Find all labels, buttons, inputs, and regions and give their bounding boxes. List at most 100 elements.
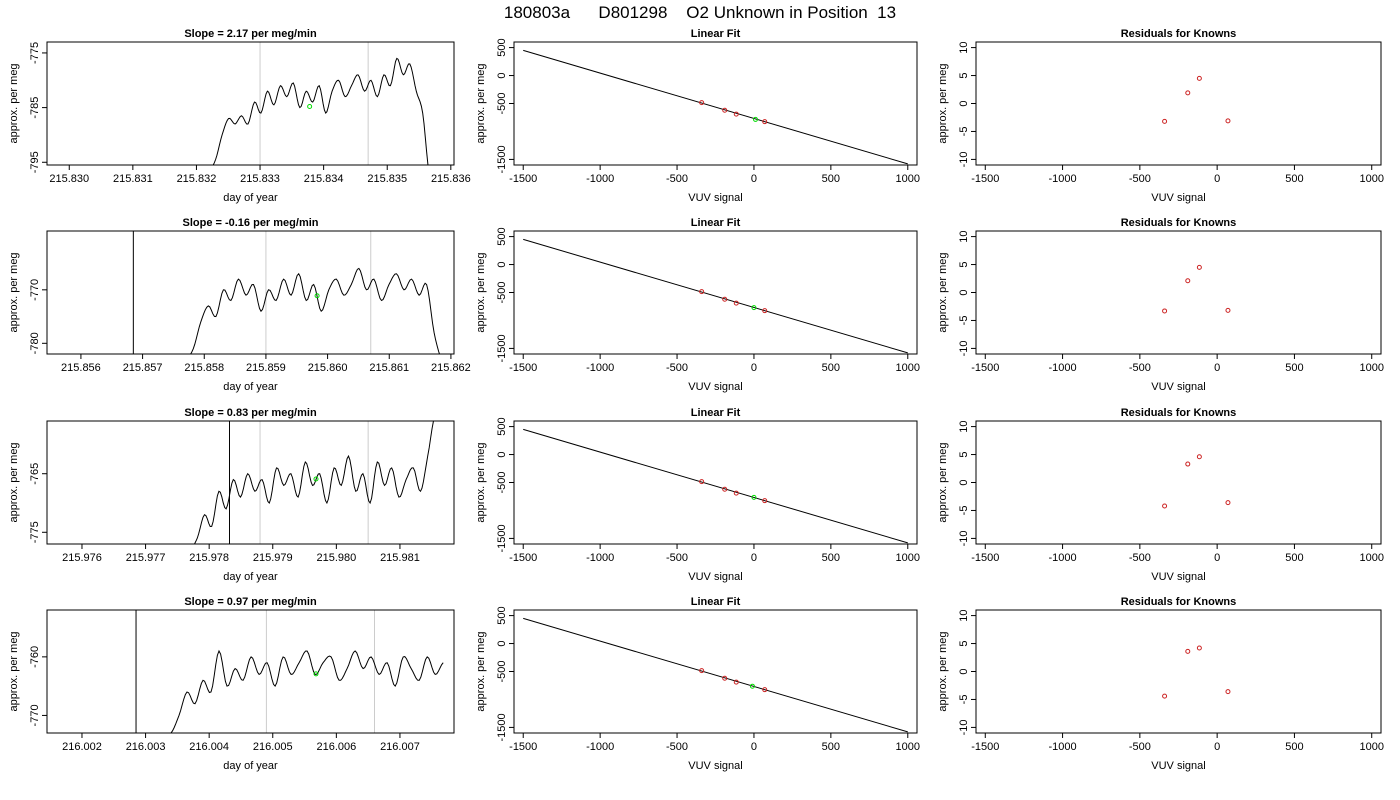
x-tick-label: 215.857 [123, 362, 163, 374]
y-tick-label: -10 [958, 151, 970, 167]
plot-frame [975, 41, 1382, 166]
x-tick-label: -500 [666, 741, 688, 753]
known-point [733, 111, 739, 117]
plot-frame [975, 420, 1382, 545]
series-line [190, 267, 441, 354]
x-tick-label: -500 [1129, 362, 1151, 374]
y-axis-label: approx. per meg [937, 631, 949, 711]
x-tick-label: 215.862 [431, 362, 471, 374]
x-tick-label: 0 [751, 741, 757, 753]
series-line [193, 421, 434, 544]
x-tick-label: -1000 [1048, 552, 1076, 564]
panel-10: Slope = 0.97 per meg/min day of year appro… [8, 596, 455, 772]
unknown-point [313, 671, 319, 677]
y-tick-label: 0 [958, 479, 970, 485]
unknown-point [751, 305, 757, 311]
y-tick-label: -775 [29, 521, 41, 543]
unknown-point [313, 476, 319, 482]
y-tick-label: -500 [496, 660, 508, 682]
x-tick-label: -1500 [509, 741, 537, 753]
plot-area [523, 238, 908, 354]
y-tick-label: 0 [496, 72, 508, 78]
x-axis-label: VUV signal [688, 192, 742, 204]
unknown-point [751, 494, 757, 500]
x-axis-label: VUV signal [1151, 571, 1205, 583]
y-tick-label: -785 [29, 97, 41, 119]
y-tick-label: 0 [496, 640, 508, 646]
x-tick-label: 500 [822, 741, 840, 753]
y-tick-label: 10 [958, 41, 970, 53]
y-tick-label: -770 [29, 279, 41, 301]
y-tick-label: -1500 [496, 145, 508, 173]
y-axis-label: approx. per meg [8, 63, 20, 143]
x-tick-label: -500 [666, 362, 688, 374]
y-tick-label: -770 [29, 704, 41, 726]
x-tick-label: -1000 [586, 173, 614, 185]
y-tick-label: -1500 [496, 334, 508, 362]
y-tick-label: 0 [958, 668, 970, 674]
panel-title: Linear Fit [691, 217, 741, 229]
panel-title: Linear Fit [691, 28, 741, 40]
y-tick-label: 0 [496, 261, 508, 267]
y-axis-label: approx. per meg [475, 631, 487, 711]
y-axis-label: approx. per meg [937, 442, 949, 522]
x-tick-label: -1000 [1048, 173, 1076, 185]
x-tick-label: 215.977 [126, 552, 166, 564]
known-point [1185, 278, 1191, 284]
panel-title: Slope = 2.17 per meg/min [184, 28, 317, 40]
y-tick-label: 500 [496, 417, 508, 435]
panel-title: Residuals for Knowns [1121, 28, 1237, 40]
unknown-point [752, 116, 758, 122]
plot-frame [513, 41, 918, 166]
plot-area [1162, 454, 1231, 509]
plot-frame [46, 41, 455, 166]
y-tick-label: -1500 [496, 713, 508, 741]
plot-frame [513, 420, 918, 545]
x-tick-label: 215.861 [369, 362, 409, 374]
x-tick-label: 216.002 [62, 741, 102, 753]
y-tick-label: 0 [958, 100, 970, 106]
x-axis-label: day of year [223, 571, 278, 583]
series-line [212, 57, 429, 165]
x-tick-label: 0 [751, 173, 757, 185]
y-tick-label: 0 [958, 289, 970, 295]
plot-area [212, 42, 429, 165]
panel-title: Slope = 0.83 per meg/min [184, 407, 317, 419]
y-tick-label: -500 [496, 92, 508, 114]
x-tick-label: -500 [666, 173, 688, 185]
y-axis-label: approx. per meg [475, 63, 487, 143]
x-tick-label: 215.979 [253, 552, 293, 564]
known-point [1196, 264, 1202, 270]
x-tick-label: 500 [1285, 173, 1303, 185]
panel-12: Residuals for Knowns VUV signal approx. pe… [937, 596, 1384, 772]
plot-frame [975, 609, 1382, 734]
y-axis-label: approx. per meg [475, 442, 487, 522]
x-tick-label: -500 [666, 552, 688, 564]
x-tick-label: -1500 [509, 552, 537, 564]
x-axis-label: day of year [223, 381, 278, 393]
plot-area [1162, 264, 1231, 314]
y-axis-label: approx. per meg [8, 442, 20, 522]
x-tick-label: 1000 [896, 552, 920, 564]
known-point [1185, 461, 1191, 467]
x-tick-label: 215.858 [184, 362, 224, 374]
x-tick-label: 215.836 [431, 173, 471, 185]
x-axis-label: day of year [223, 192, 278, 204]
known-point [733, 300, 739, 306]
y-tick-label: -795 [29, 151, 41, 173]
y-tick-label: -5 [958, 695, 970, 705]
unknown-point [307, 104, 313, 110]
y-tick-label: 10 [958, 609, 970, 621]
known-point [1225, 689, 1231, 695]
known-point [699, 479, 705, 485]
fit-line [523, 49, 908, 165]
x-tick-label: 500 [1285, 362, 1303, 374]
series-line [170, 649, 444, 733]
panel-3: Residuals for Knowns VUV signal approx. pe… [937, 28, 1384, 204]
known-point [1225, 500, 1231, 506]
x-tick-label: -1500 [509, 173, 537, 185]
panel-11: Linear Fit VUV signal approx. per meg -1500… [475, 596, 920, 772]
x-tick-label: 500 [1285, 741, 1303, 753]
x-tick-label: -1000 [1048, 362, 1076, 374]
